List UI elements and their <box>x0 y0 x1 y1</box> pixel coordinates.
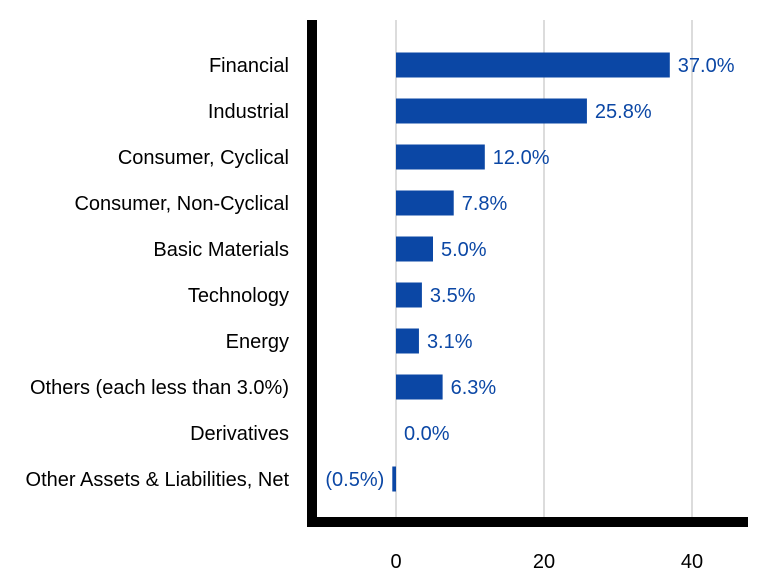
bar <box>396 52 670 78</box>
category-label: Energy <box>226 331 289 353</box>
bar <box>396 328 419 354</box>
x-tick-label-40: 40 <box>681 551 703 573</box>
category-label: Financial <box>209 55 289 77</box>
category-label: Basic Materials <box>153 239 289 261</box>
value-label: 7.8% <box>462 193 508 215</box>
x-axis-ticks: 0 20 40 <box>390 551 703 573</box>
value-label: 5.0% <box>441 239 487 261</box>
value-label: 3.5% <box>430 285 476 307</box>
category-label: Derivatives <box>190 423 289 445</box>
axes <box>307 20 748 527</box>
bar <box>396 98 587 124</box>
value-label: 3.1% <box>427 331 473 353</box>
bar <box>392 466 396 492</box>
x-axis-line <box>307 517 748 527</box>
value-label: 12.0% <box>493 147 550 169</box>
category-label: Technology <box>188 285 289 307</box>
x-tick-label-0: 0 <box>390 551 401 573</box>
value-label: (0.5%) <box>325 469 384 491</box>
value-label: 37.0% <box>678 55 735 77</box>
bar <box>396 144 485 170</box>
category-label: Industrial <box>208 101 289 123</box>
bar <box>396 190 454 216</box>
bar <box>396 374 443 400</box>
category-label: Consumer, Non-Cyclical <box>74 193 289 215</box>
x-tick-label-20: 20 <box>533 551 555 573</box>
labels: Financial 37.0% Industrial 25.8% Consumer, C… <box>26 55 735 491</box>
category-label: Other Assets & Liabilities, Net <box>26 469 290 491</box>
bar <box>396 236 433 262</box>
value-label: 25.8% <box>595 101 652 123</box>
value-label: 0.0% <box>404 423 450 445</box>
value-label: 6.3% <box>451 377 497 399</box>
category-label: Others (each less than 3.0%) <box>30 377 289 399</box>
bars <box>392 52 670 492</box>
y-axis-line <box>307 20 317 526</box>
category-label: Consumer, Cyclical <box>118 147 289 169</box>
bar <box>396 282 422 308</box>
